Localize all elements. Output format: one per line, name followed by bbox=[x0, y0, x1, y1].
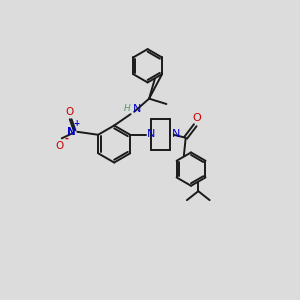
Text: O: O bbox=[55, 141, 63, 151]
Text: O: O bbox=[65, 107, 73, 117]
Text: N: N bbox=[132, 103, 141, 114]
Text: H: H bbox=[124, 104, 130, 113]
Text: +: + bbox=[74, 118, 80, 127]
Text: N: N bbox=[172, 129, 180, 139]
Text: O: O bbox=[192, 113, 201, 123]
Text: N: N bbox=[67, 127, 75, 137]
Text: N: N bbox=[147, 129, 155, 139]
Text: -: - bbox=[65, 134, 69, 144]
